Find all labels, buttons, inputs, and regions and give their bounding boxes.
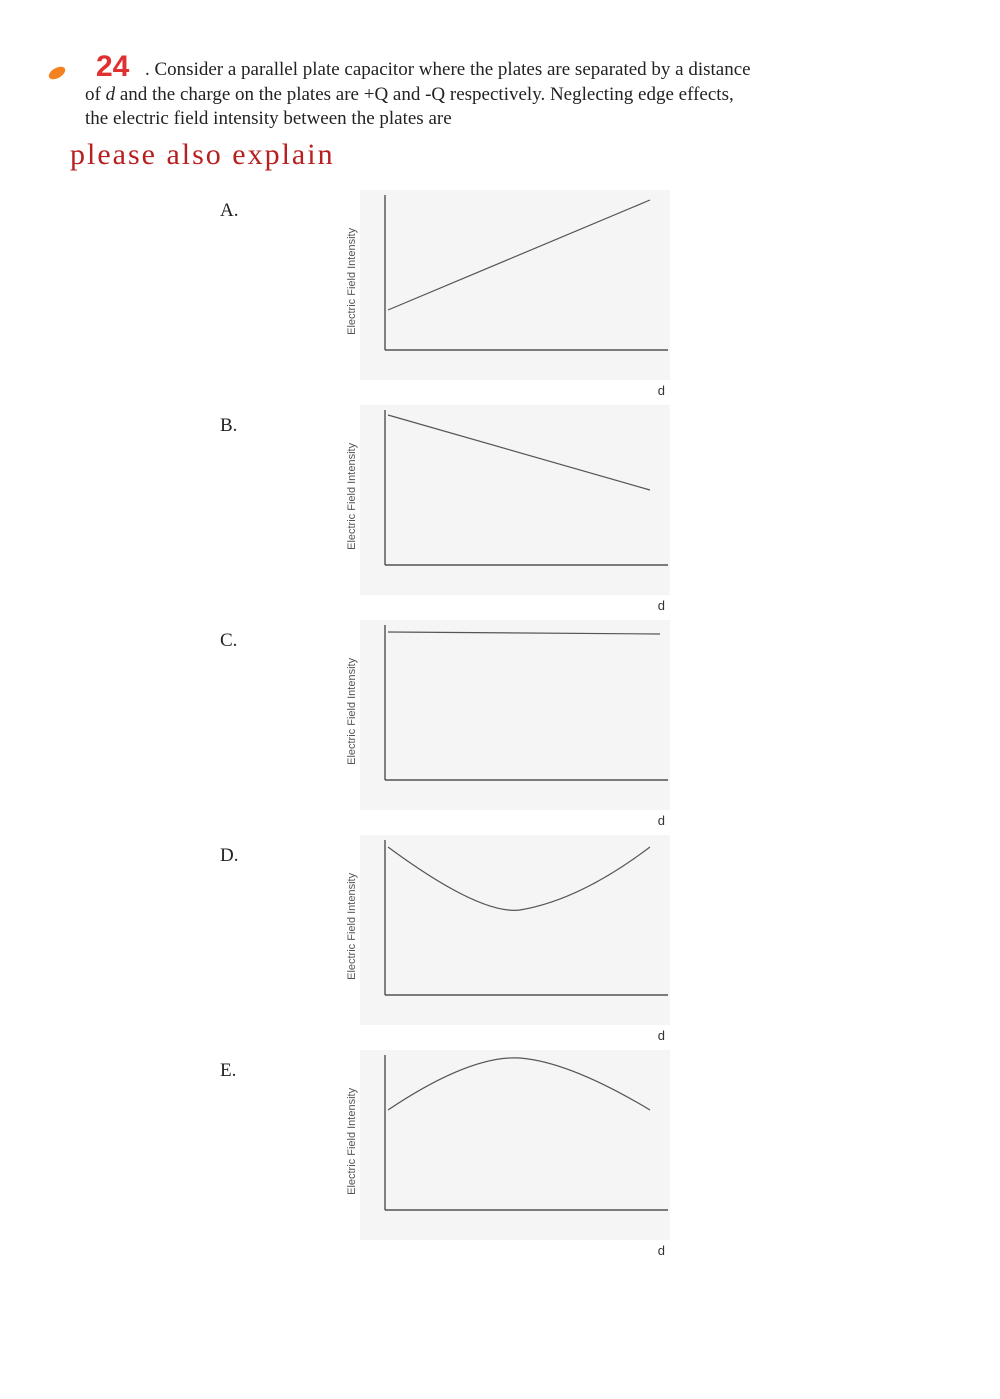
qtext-d: d — [106, 84, 116, 105]
question-text-block: . Consider a parallel plate capacitor wh… — [85, 58, 885, 132]
chart-e: Electric Field Intensityd — [360, 1050, 670, 1240]
option-row: C.Electric Field Intensityd — [220, 620, 670, 810]
chart-d: Electric Field Intensityd — [360, 835, 670, 1025]
chart-svg — [360, 835, 670, 1025]
qtext-line2-post: and the charge on the plates are +Q and … — [115, 84, 734, 105]
chart-b: Electric Field Intensityd — [360, 405, 670, 595]
qtext-line1: . Consider a parallel plate capacitor wh… — [145, 59, 751, 80]
option-label: A. — [220, 190, 360, 222]
chart-ylabel: Electric Field Intensity — [346, 228, 358, 335]
qtext-line2-pre: of — [85, 84, 106, 105]
chart-svg — [360, 620, 670, 810]
chart-ylabel: Electric Field Intensity — [346, 1088, 358, 1195]
chart-ylabel: Electric Field Intensity — [346, 443, 358, 550]
handwritten-note: please also explain — [70, 138, 335, 172]
chart-svg — [360, 1050, 670, 1240]
chart-xlabel: d — [658, 598, 665, 613]
option-label: E. — [220, 1050, 360, 1082]
qtext-line3: the electric field intensity between the… — [85, 108, 452, 129]
option-label: D. — [220, 835, 360, 867]
highlight-dot — [47, 64, 68, 82]
option-label: B. — [220, 405, 360, 437]
chart-xlabel: d — [658, 383, 665, 398]
question-text: . Consider a parallel plate capacitor wh… — [85, 58, 885, 132]
chart-c: Electric Field Intensityd — [360, 620, 670, 810]
chart-svg — [360, 190, 670, 380]
option-label: C. — [220, 620, 360, 652]
option-row: D.Electric Field Intensityd — [220, 835, 670, 1025]
option-row: A.Electric Field Intensityd — [220, 190, 670, 380]
chart-svg — [360, 405, 670, 595]
chart-xlabel: d — [658, 1028, 665, 1043]
option-row: E.Electric Field Intensityd — [220, 1050, 670, 1240]
chart-ylabel: Electric Field Intensity — [346, 658, 358, 765]
options-list: A.Electric Field IntensitydB.Electric Fi… — [220, 190, 670, 1265]
chart-xlabel: d — [658, 813, 665, 828]
chart-ylabel: Electric Field Intensity — [346, 873, 358, 980]
option-row: B.Electric Field Intensityd — [220, 405, 670, 595]
chart-a: Electric Field Intensityd — [360, 190, 670, 380]
chart-xlabel: d — [658, 1243, 665, 1258]
